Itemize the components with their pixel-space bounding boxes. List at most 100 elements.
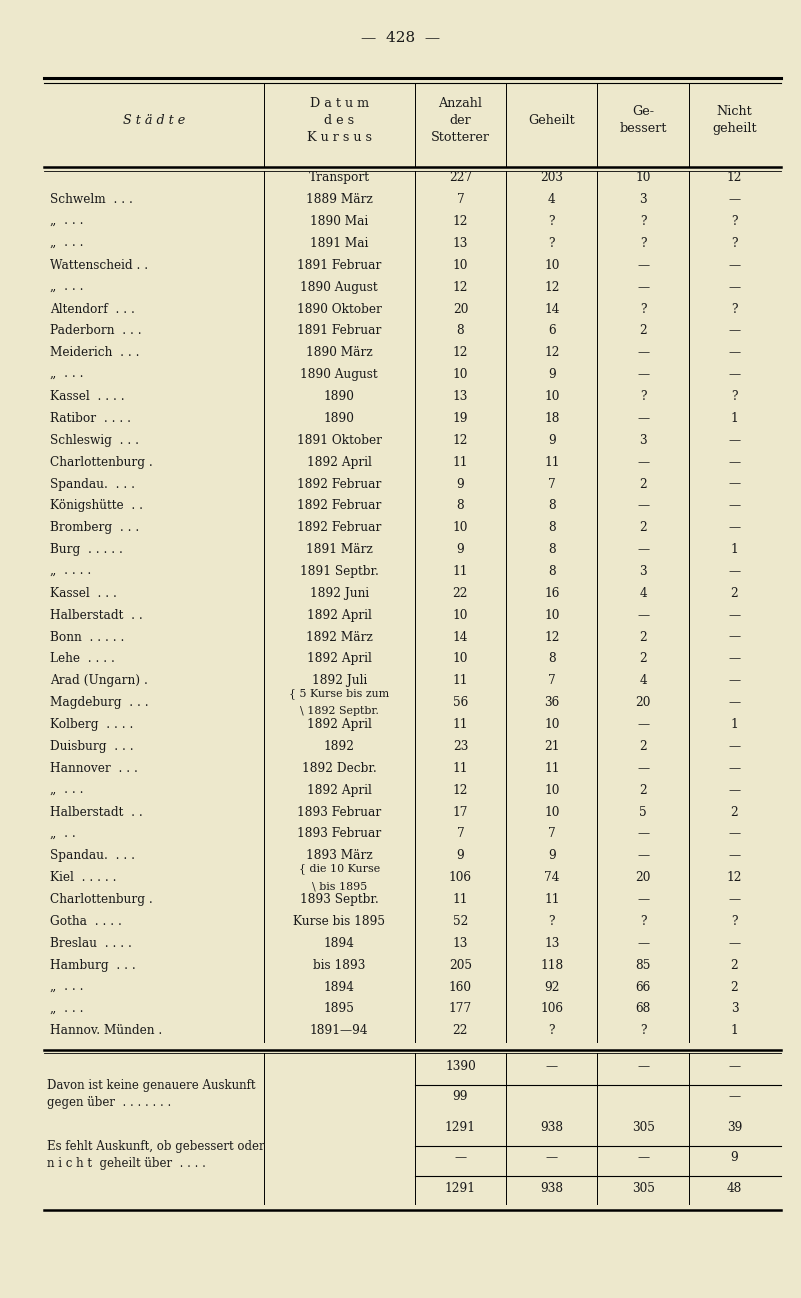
Text: ?: ? xyxy=(640,389,646,404)
Text: 2: 2 xyxy=(639,631,647,644)
Text: S t ä d t e: S t ä d t e xyxy=(123,113,185,127)
Text: 39: 39 xyxy=(727,1121,743,1134)
Text: 938: 938 xyxy=(540,1121,563,1134)
Text: Meiderich  . . .: Meiderich . . . xyxy=(50,347,139,360)
Text: 160: 160 xyxy=(449,980,472,993)
Text: 9: 9 xyxy=(548,434,556,447)
Text: 10: 10 xyxy=(453,258,468,271)
Text: 106: 106 xyxy=(541,1002,563,1015)
Text: 1: 1 xyxy=(731,543,739,556)
Text: Transport: Transport xyxy=(308,171,370,184)
Text: 938: 938 xyxy=(540,1182,563,1195)
Text: Anzahl
der
Stotterer: Anzahl der Stotterer xyxy=(431,96,490,144)
Text: 18: 18 xyxy=(544,411,560,424)
Text: —: — xyxy=(728,827,741,841)
Text: —  428  —: — 428 — xyxy=(361,31,440,45)
Text: 99: 99 xyxy=(453,1090,468,1103)
Text: 13: 13 xyxy=(544,937,559,950)
Text: ?: ? xyxy=(640,302,646,315)
Text: ?: ? xyxy=(640,238,646,251)
Text: —: — xyxy=(637,369,650,382)
Text: 1891 Oktober: 1891 Oktober xyxy=(296,434,382,447)
Text: Halberstadt  . .: Halberstadt . . xyxy=(50,609,143,622)
Text: Lehe  . . . .: Lehe . . . . xyxy=(50,653,115,666)
Text: gegen über  . . . . . . .: gegen über . . . . . . . xyxy=(47,1096,171,1108)
Text: —: — xyxy=(637,258,650,271)
Text: ?: ? xyxy=(640,1024,646,1037)
Text: —: — xyxy=(728,653,741,666)
Text: 2: 2 xyxy=(639,784,647,797)
Text: —: — xyxy=(728,434,741,447)
Text: 10: 10 xyxy=(544,609,559,622)
Text: 11: 11 xyxy=(453,893,468,906)
Text: Gotha  . . . .: Gotha . . . . xyxy=(50,915,122,928)
Text: —: — xyxy=(728,937,741,950)
Text: Duisburg  . . .: Duisburg . . . xyxy=(50,740,133,753)
Text: „  . . .: „ . . . xyxy=(50,215,83,228)
Text: Charlottenburg .: Charlottenburg . xyxy=(50,456,152,469)
Text: 1890 Oktober: 1890 Oktober xyxy=(296,302,381,315)
Text: 1892 April: 1892 April xyxy=(307,456,372,469)
Text: 11: 11 xyxy=(453,456,468,469)
Text: 1291: 1291 xyxy=(445,1182,476,1195)
Text: 1892 April: 1892 April xyxy=(307,609,372,622)
Text: 11: 11 xyxy=(544,893,560,906)
Text: 1892 Juli: 1892 Juli xyxy=(312,675,367,688)
Text: 1891 Februar: 1891 Februar xyxy=(297,258,381,271)
Text: —: — xyxy=(728,478,741,491)
Text: 12: 12 xyxy=(727,871,743,884)
Text: „  . . .: „ . . . xyxy=(50,784,83,797)
Text: 6: 6 xyxy=(548,324,556,337)
Text: 1892 Juni: 1892 Juni xyxy=(310,587,368,600)
Text: ?: ? xyxy=(731,215,738,228)
Text: 7: 7 xyxy=(457,193,465,206)
Text: 56: 56 xyxy=(453,696,468,709)
Text: „  . . .: „ . . . xyxy=(50,980,83,993)
Text: „  . .: „ . . xyxy=(50,827,75,841)
Text: —: — xyxy=(728,1060,741,1073)
Text: Burg  . . . . .: Burg . . . . . xyxy=(50,543,123,556)
Text: Ge-
bessert: Ge- bessert xyxy=(619,105,667,135)
Text: —: — xyxy=(637,893,650,906)
Text: 1890 Mai: 1890 Mai xyxy=(310,215,368,228)
Text: 106: 106 xyxy=(449,871,472,884)
Text: —: — xyxy=(728,456,741,469)
Text: 10: 10 xyxy=(544,806,559,819)
Text: —: — xyxy=(637,1060,650,1073)
Text: 5: 5 xyxy=(639,806,647,819)
Text: —: — xyxy=(728,193,741,206)
Text: 10: 10 xyxy=(544,389,559,404)
Text: 1892: 1892 xyxy=(324,740,355,753)
Text: Königshütte  . .: Königshütte . . xyxy=(50,500,143,513)
Text: 10: 10 xyxy=(635,171,651,184)
Text: 68: 68 xyxy=(635,1002,651,1015)
Text: { 5 Kurse bis zum: { 5 Kurse bis zum xyxy=(289,689,389,700)
Text: 13: 13 xyxy=(453,389,468,404)
Text: —: — xyxy=(728,500,741,513)
Text: 12: 12 xyxy=(453,784,468,797)
Text: 1892 April: 1892 April xyxy=(307,784,372,797)
Text: 2: 2 xyxy=(639,478,647,491)
Text: 203: 203 xyxy=(541,171,563,184)
Text: —: — xyxy=(728,324,741,337)
Text: —: — xyxy=(728,258,741,271)
Text: 12: 12 xyxy=(453,434,468,447)
Text: 305: 305 xyxy=(632,1121,654,1134)
Text: 177: 177 xyxy=(449,1002,472,1015)
Text: ?: ? xyxy=(731,389,738,404)
Text: —: — xyxy=(637,543,650,556)
Text: bis 1893: bis 1893 xyxy=(313,959,365,972)
Text: 11: 11 xyxy=(453,718,468,731)
Text: —: — xyxy=(728,369,741,382)
Text: 20: 20 xyxy=(635,871,651,884)
Text: 8: 8 xyxy=(548,543,556,556)
Text: 20: 20 xyxy=(453,302,468,315)
Text: —: — xyxy=(454,1151,466,1164)
Text: 85: 85 xyxy=(635,959,651,972)
Text: 305: 305 xyxy=(632,1182,654,1195)
Text: —: — xyxy=(728,675,741,688)
Text: 1892 Februar: 1892 Februar xyxy=(297,500,381,513)
Text: 22: 22 xyxy=(453,1024,468,1037)
Text: —: — xyxy=(637,718,650,731)
Text: 227: 227 xyxy=(449,171,472,184)
